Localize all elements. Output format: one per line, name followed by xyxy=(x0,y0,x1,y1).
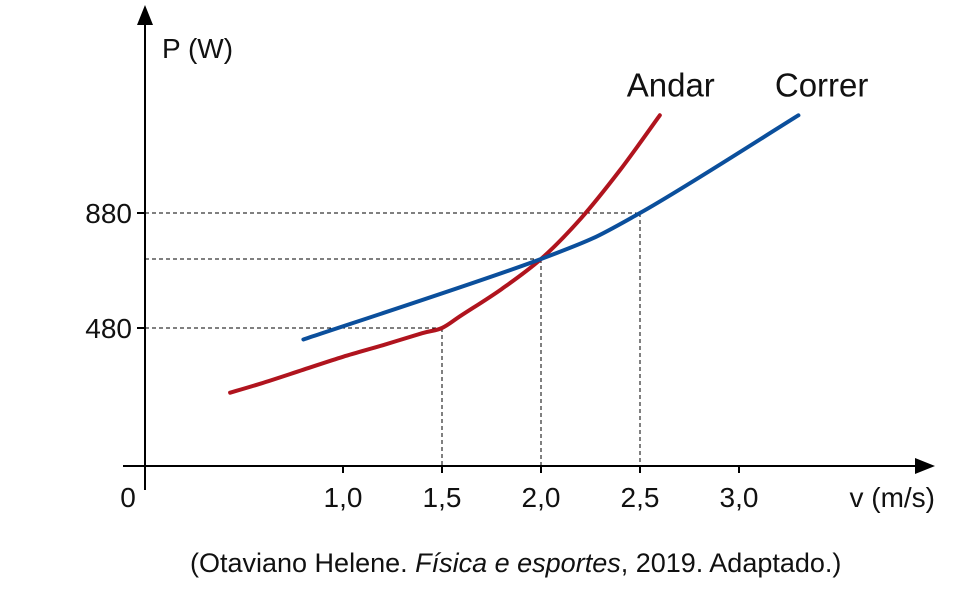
labels: 1,0 1,5 2,0 2,5 3,0 480 880 v (m/s) P (W) 0 Andar C… xyxy=(85,33,935,513)
x-tick-label: 2,5 xyxy=(621,482,660,513)
series-line-correr xyxy=(301,113,801,342)
x-axis-arrow xyxy=(915,458,935,474)
y-axis-arrow xyxy=(137,5,153,25)
x-tick-label: 2,0 xyxy=(522,482,561,513)
x-tick-label: 1,0 xyxy=(324,482,363,513)
x-tick-label: 1,5 xyxy=(423,482,462,513)
source-citation: (Otaviano Helene. Física e esportes, 201… xyxy=(190,548,841,579)
x-axis-label: v (m/s) xyxy=(849,482,935,513)
source-prefix: (Otaviano Helene. xyxy=(190,548,416,578)
series-lines xyxy=(228,113,801,395)
x-tick-label: 3,0 xyxy=(720,482,759,513)
y-axis-label: P (W) xyxy=(162,33,233,64)
source-suffix: , 2019. Adaptado.) xyxy=(620,548,842,578)
source-title: Física e esportes xyxy=(415,548,621,578)
y-tick-label: 480 xyxy=(85,313,132,344)
axes xyxy=(123,5,935,490)
origin-label: 0 xyxy=(120,482,136,513)
series-label-correr: Correr xyxy=(775,66,869,103)
y-tick-label: 880 xyxy=(85,198,132,229)
series-label-andar: Andar xyxy=(627,66,715,103)
series-line-andar xyxy=(228,113,662,395)
reference-lines xyxy=(145,212,641,466)
